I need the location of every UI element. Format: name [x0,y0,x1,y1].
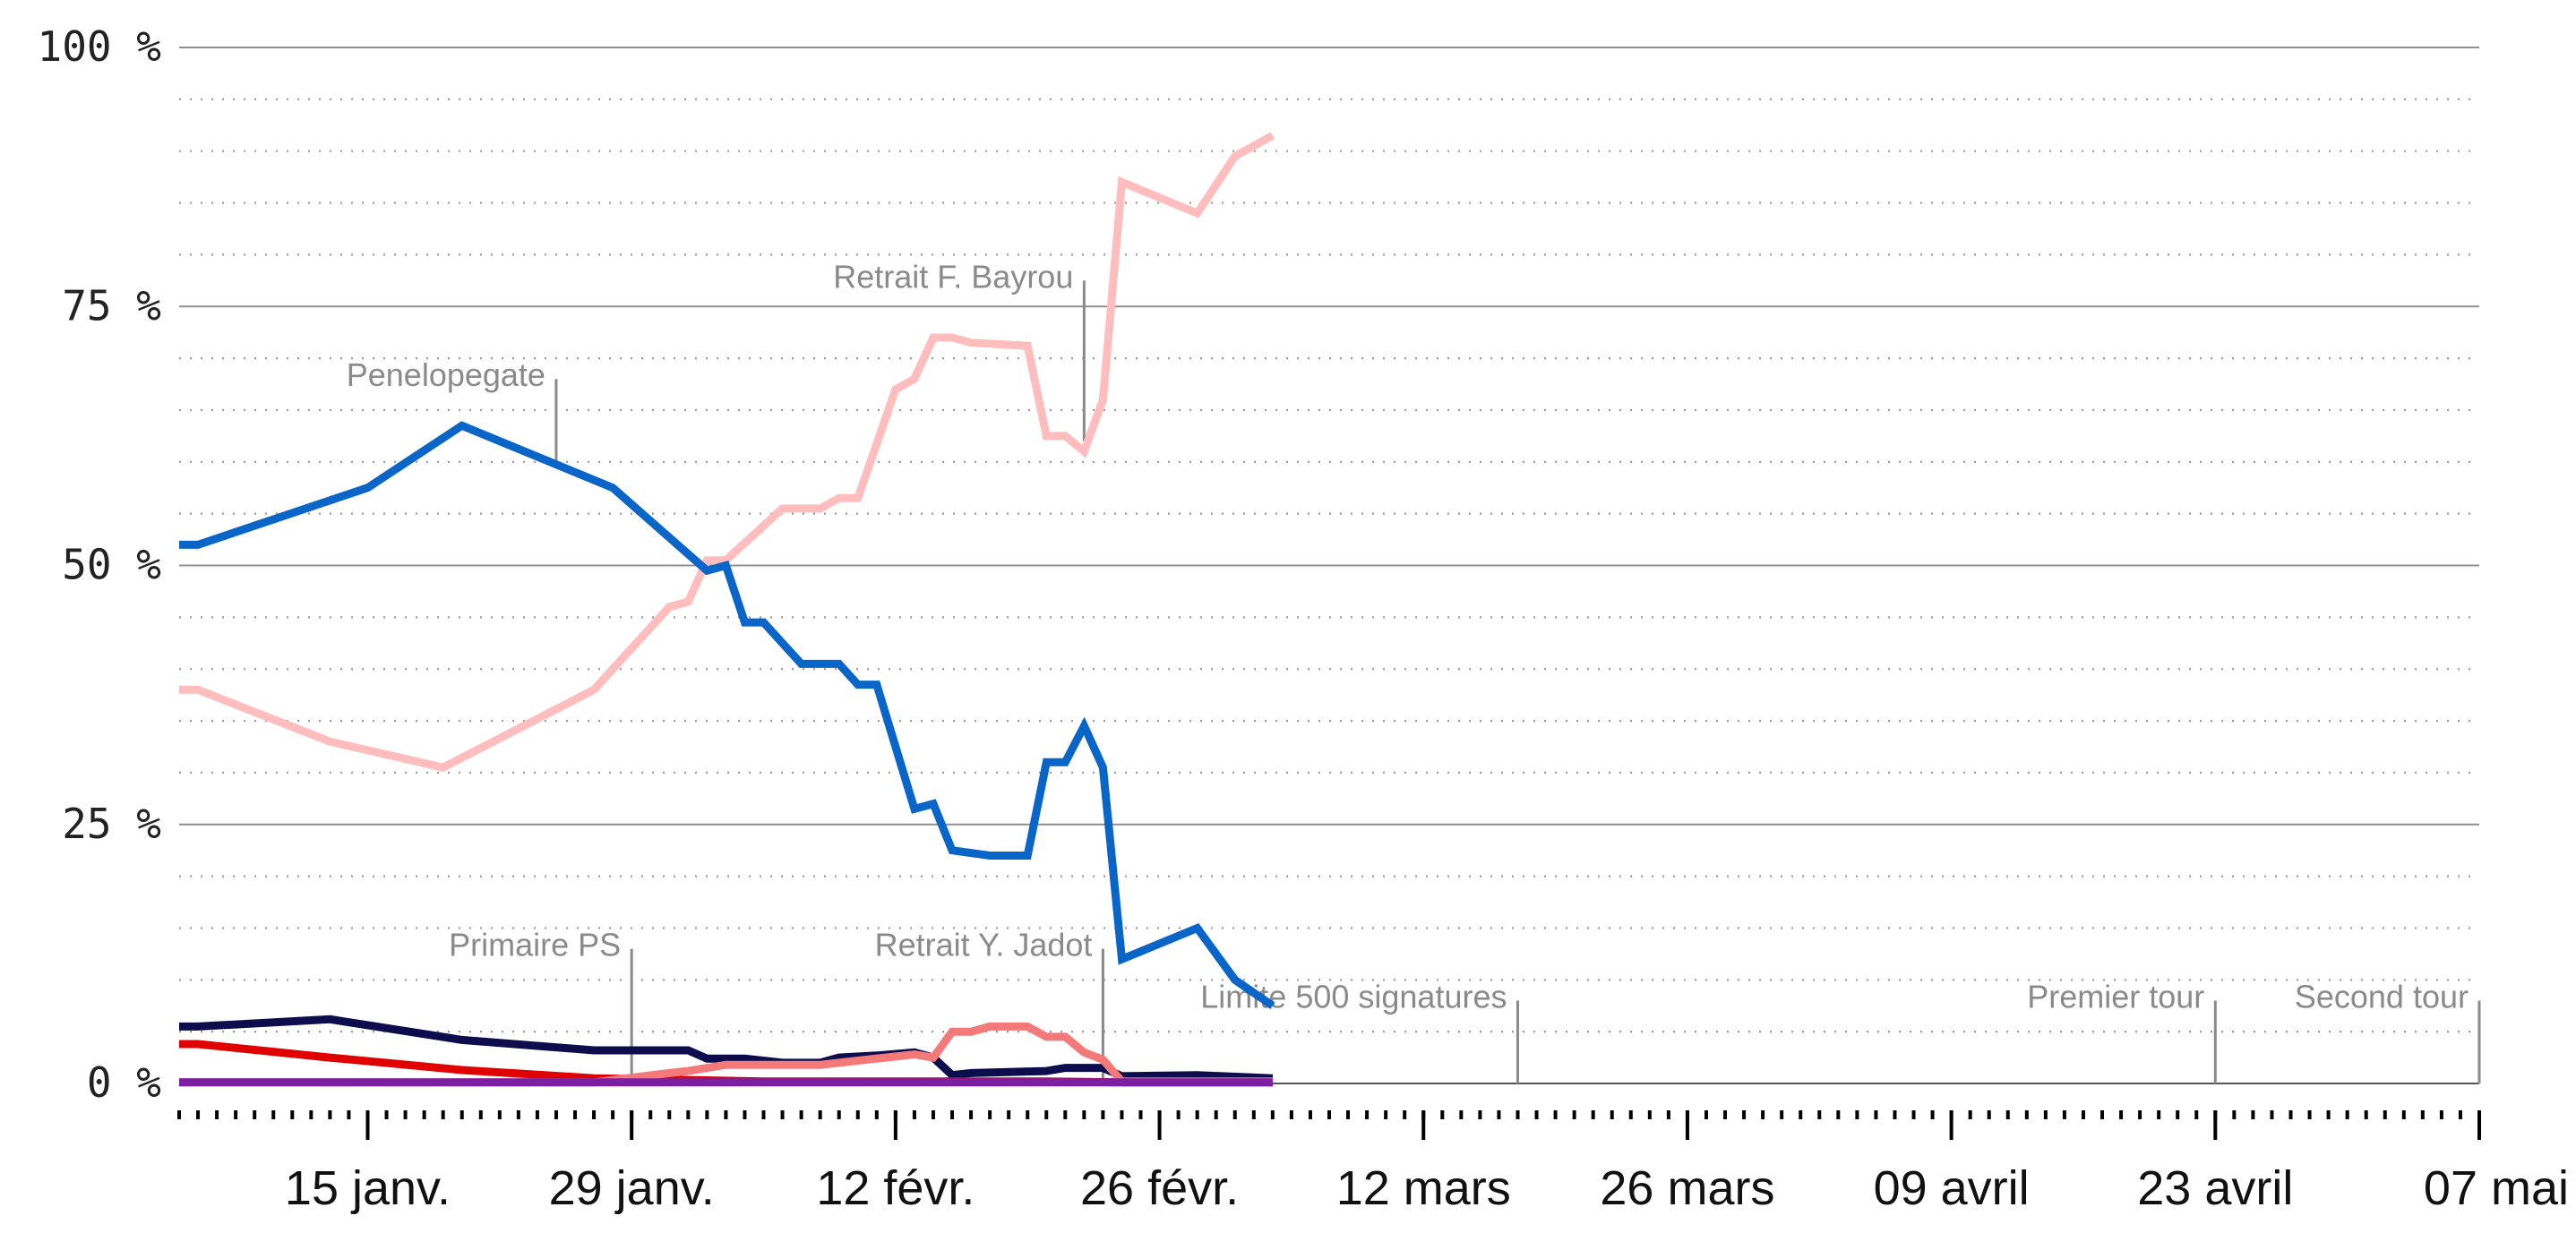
annotation-label: Retrait Y. Jadot [875,927,1093,963]
annotation-label: Limite 500 signatures [1200,978,1507,1015]
grid-lines [179,47,2479,1084]
event-annotations: Penelopegate Primaire PS Retrait F. Bayrou… [347,258,2481,1083]
x-tick-label: 07 mai [2424,1161,2569,1215]
series-line-2 [179,421,1275,1009]
x-axis: 15 janv. 29 janv. 12 févr. 26 févr. 12 mars 2… [177,1083,2569,1215]
y-tick-label: 100 % [38,22,161,71]
series-line-3 [179,1015,1274,1083]
annotation-label: Retrait F. Bayrou [833,258,1073,295]
y-tick-label: 0 % [87,1058,161,1107]
x-tick-label: 23 avril [2137,1161,2293,1215]
annotation-label: Second tour [2295,978,2469,1015]
x-tick-label: 29 janv. [549,1161,715,1215]
annotation-label: Penelopegate [347,356,545,393]
x-tick-label: 26 févr. [1080,1161,1239,1215]
y-tick-label: 50 % [62,541,161,589]
annotation-label: Primaire PS [449,927,621,963]
x-tick-label: 26 mars [1600,1161,1774,1215]
series-line-1 [179,132,1275,772]
series-line-5 [179,1022,1273,1087]
y-axis: 0 % 25 % 50 % 75 % 100 % [38,22,161,1107]
x-tick-label: 09 avril [1874,1161,2030,1215]
x-tick-label: 12 mars [1336,1161,1511,1215]
y-tick-label: 25 % [62,800,161,848]
series-lines [179,132,1275,1087]
x-tick-label: 15 janv. [285,1161,451,1215]
x-tick-label: 12 févr. [816,1161,975,1215]
annotation-label: Premier tour [2027,978,2204,1015]
y-tick-label: 75 % [62,281,161,330]
